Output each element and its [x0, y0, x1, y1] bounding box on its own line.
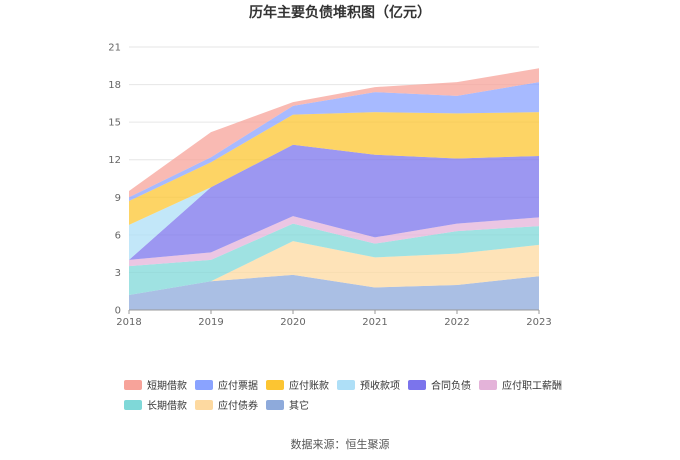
- legend-label: 其它: [289, 399, 309, 412]
- legend-swatch: [408, 380, 426, 390]
- x-tick-label: 2022: [444, 317, 469, 328]
- y-tick-label: 21: [108, 43, 121, 54]
- y-tick-label: 12: [108, 155, 121, 166]
- area-series: [129, 68, 539, 310]
- legend-swatch: [195, 380, 213, 390]
- legend-label: 应付债券: [218, 399, 258, 412]
- y-tick-label: 0: [115, 306, 121, 317]
- legend-item[interactable]: 应付账款: [266, 379, 329, 392]
- area-其它: [129, 274, 539, 310]
- legend-item[interactable]: 预收款项: [337, 379, 400, 392]
- legend-item[interactable]: 应付票据: [195, 379, 258, 392]
- legend-swatch: [124, 380, 142, 390]
- chart-title: 历年主要负债堆积图（亿元）: [249, 4, 431, 21]
- x-tick-label: 2023: [526, 317, 551, 328]
- y-tick-label: 6: [115, 230, 121, 241]
- legend-label: 应付票据: [218, 379, 258, 392]
- y-tick-label: 18: [108, 80, 121, 91]
- legend-swatch: [266, 380, 284, 390]
- area-应付债券: [129, 241, 539, 295]
- legend-label: 应付职工薪酬: [502, 379, 562, 392]
- x-tick-label: 2018: [116, 317, 141, 328]
- legend-label: 预收款项: [360, 379, 400, 392]
- legend-swatch: [124, 400, 142, 410]
- legend-item[interactable]: 合同负债: [408, 379, 471, 392]
- area-合同负债: [129, 144, 539, 260]
- legend-item[interactable]: 应付债券: [195, 399, 258, 412]
- data-source-note: 数据来源：恒生聚源: [291, 437, 390, 451]
- y-tick-label: 9: [115, 193, 121, 204]
- legend-label: 短期借款: [147, 379, 187, 392]
- legend-item[interactable]: 其它: [266, 399, 309, 412]
- area-应付职工薪酬: [129, 216, 539, 267]
- x-tick-label: 2019: [198, 317, 223, 328]
- y-tick-label: 15: [108, 118, 121, 129]
- area-长期借款: [129, 223, 539, 295]
- x-tick-label: 2021: [362, 317, 387, 328]
- area-短期借款: [129, 68, 539, 198]
- legend-swatch: [479, 380, 497, 390]
- legend-label: 应付账款: [289, 379, 329, 392]
- area-应付票据: [129, 82, 539, 202]
- legend-item[interactable]: 短期借款: [124, 379, 187, 392]
- legend-swatch: [195, 400, 213, 410]
- x-tick-label: 2020: [280, 317, 305, 328]
- y-tick-label: 3: [115, 268, 121, 279]
- area-应付账款: [129, 112, 539, 225]
- legend-label: 合同负债: [431, 379, 471, 392]
- legend-item[interactable]: 应付职工薪酬: [479, 379, 562, 392]
- legend-swatch: [337, 380, 355, 390]
- axes: 0 3 6 9 12 15 18 21 2018 2019 2020 2021 2022 2023: [108, 43, 551, 329]
- legend-label: 长期借款: [147, 399, 187, 412]
- legend-item[interactable]: 长期借款: [124, 399, 187, 412]
- legend-swatch: [266, 400, 284, 410]
